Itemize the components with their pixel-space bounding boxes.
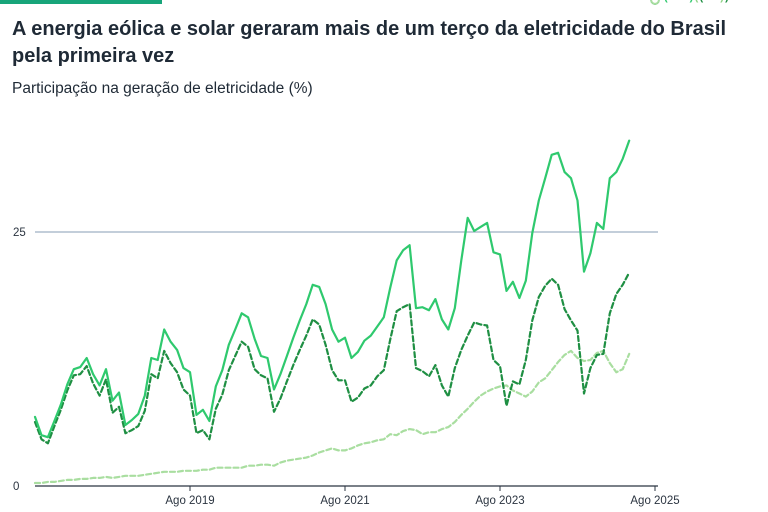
series-line-solar [33, 349, 631, 485]
series-label: Eólica (21%) [664, 0, 729, 3]
series-label-name: Eólica e solar [664, 0, 736, 3]
chart-subtitle: Participação na geração de eletricidade … [12, 80, 313, 97]
chart-title: A energia eólica e solar geraram mais de… [12, 18, 726, 67]
series-label-value: (34%) [664, 0, 694, 3]
series-end-labels: Eólica e solar(34%)Eólica (21%)Solar (13… [650, 0, 736, 5]
x-tick-label: Ago 2023 [475, 495, 524, 507]
accent-bar [0, 0, 162, 4]
x-tick-label: Ago 2025 [630, 495, 679, 507]
series-line-eolica [33, 271, 631, 445]
series-end-marker [650, 0, 660, 5]
series-line-eolica-e-solar [33, 139, 631, 439]
x-axis-ticks: Ago 2019 Ago 2021 Ago 2023 Ago 2025 [165, 486, 680, 507]
y-axis-ticks: 0 25 [13, 227, 26, 493]
y-tick-label: 25 [13, 227, 26, 239]
series-lines [33, 139, 631, 485]
x-tick-label: Ago 2019 [165, 495, 214, 507]
y-tick-label: 0 [13, 481, 19, 493]
x-tick-label: Ago 2021 [320, 495, 369, 507]
series-label: Solar (13%) [664, 0, 724, 3]
